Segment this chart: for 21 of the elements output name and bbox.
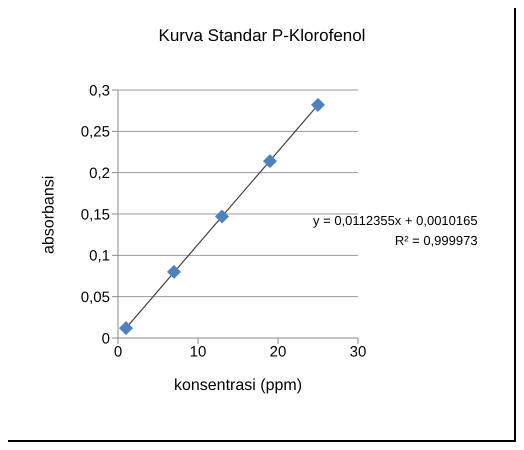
point — [167, 264, 181, 279]
point — [311, 98, 325, 112]
point — [119, 321, 133, 336]
y-axis-title: absorbansi — [40, 176, 58, 254]
x-axis-title: konsentrasi (ppm) — [174, 377, 302, 394]
y-tick-label: 0,3 — [89, 82, 110, 100]
y-tick-label: 0 — [102, 330, 110, 348]
y-tick-label: 0,25 — [80, 124, 110, 141]
point — [215, 209, 229, 224]
y-tick-label: 0,1 — [89, 248, 110, 265]
y-tick-label: 0,05 — [80, 288, 110, 306]
point — [263, 154, 277, 168]
x-tick-label: 20 — [270, 344, 286, 361]
text: R² = 0,999973 — [394, 232, 478, 250]
x-tick-label: 10 — [190, 344, 206, 361]
x-tick-label: 30 — [350, 344, 366, 361]
annotation: y = 0,0112355x + 0,0010165 — [313, 212, 478, 230]
y-tick-label: 0,2 — [89, 164, 110, 182]
x-tick-label: 0 — [114, 344, 122, 361]
chart-title: Kurva Standar P-Klorofenol — [158, 26, 366, 46]
y-tick-label: 0,15 — [80, 206, 110, 224]
